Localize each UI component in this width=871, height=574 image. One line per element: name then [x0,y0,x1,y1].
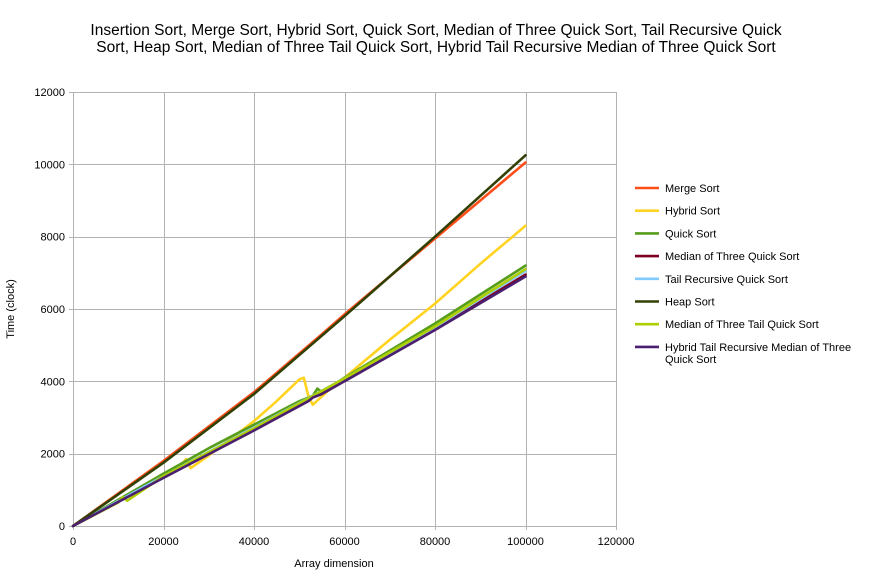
y-tick-label: 6000 [41,304,65,316]
legend-label: Merge Sort [665,183,719,195]
legend: Merge Sort Hybrid Sort Quick Sort Median of… [635,183,851,366]
legend-label: Quick Sort [665,354,716,366]
series-line-7 [71,275,527,528]
y-tick-label: 0 [59,521,65,533]
grid [73,92,617,527]
x-tick-label: 40000 [239,536,270,548]
y-axis-title: Time (clock) [5,279,17,338]
y-tick-label: 10000 [34,159,65,171]
chart-title-line: Insertion Sort, Merge Sort, Hybrid Sort,… [90,22,781,39]
series-line-1 [71,224,527,528]
legend-label: Quick Sort [665,228,716,240]
x-tick-label: 20000 [148,536,179,548]
y-tick-label: 4000 [41,376,65,388]
legend-label: Median of Three Tail Quick Sort [665,319,819,331]
legend-label: Heap Sort [665,297,715,309]
axis-titles: Array dimension Time (clock) [5,279,374,570]
x-tick-label: 60000 [329,536,360,548]
legend-label: Tail Recursive Quick Sort [665,274,788,286]
x-axis-title: Array dimension [294,558,373,570]
x-tick-label: 120000 [598,536,635,548]
legend-label: Median of Three Quick Sort [665,251,799,263]
chart-title: Insertion Sort, Merge Sort, Hybrid Sort,… [90,22,781,56]
x-tick-label: 0 [70,536,76,548]
x-tick-label: 80000 [420,536,451,548]
series-layer [71,154,527,528]
y-tick-label: 2000 [41,449,65,461]
series-line-2 [71,264,527,528]
tick-labels: 0 20000 40000 60000 80000 100000 120000 0 2000 40… [34,87,634,548]
y-tick-label: 8000 [41,232,65,244]
axes [69,92,617,530]
x-tick-label: 100000 [507,536,544,548]
series-line-5 [71,154,527,528]
chart-title-line: Sort, Heap Sort, Median of Three Tail Qu… [96,39,776,56]
y-tick-label: 12000 [34,87,65,99]
legend-label: Hybrid Tail Recursive Median of Three [665,342,851,354]
legend-label: Hybrid Sort [665,206,720,218]
